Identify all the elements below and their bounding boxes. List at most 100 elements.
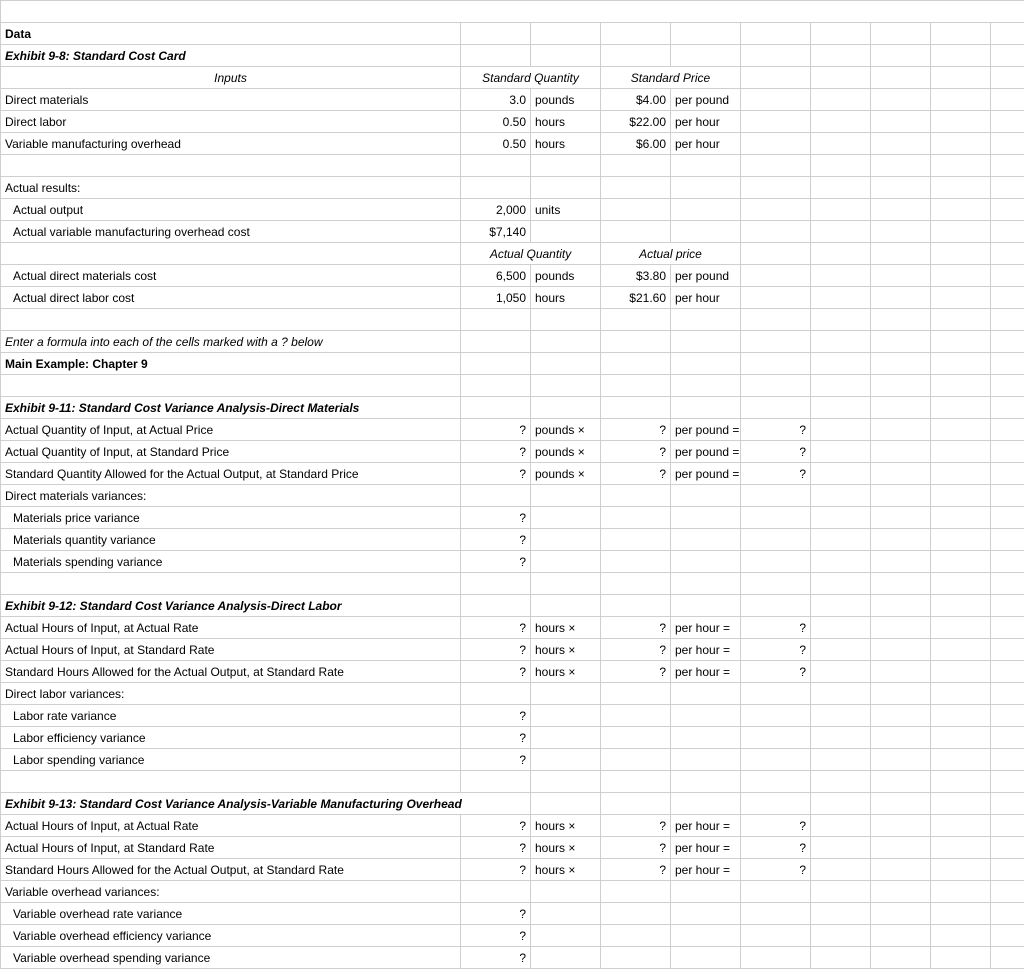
row-label: Labor efficiency variance — [1, 727, 461, 749]
row-label: Labor rate variance — [1, 705, 461, 727]
formula-cell[interactable]: ? — [601, 463, 671, 485]
row-label: Standard Hours Allowed for the Actual Ou… — [1, 661, 461, 683]
cell: per hour = — [671, 639, 741, 661]
row-label: Standard Hours Allowed for the Actual Ou… — [1, 859, 461, 881]
formula-cell[interactable]: ? — [461, 463, 531, 485]
formula-cell[interactable]: ? — [741, 837, 811, 859]
row-label: Labor spending variance — [1, 749, 461, 771]
formula-cell[interactable]: ? — [461, 507, 531, 529]
cell[interactable]: $4.00 — [601, 89, 671, 111]
formula-cell[interactable]: ? — [741, 859, 811, 881]
cell[interactable]: $6.00 — [601, 133, 671, 155]
cell: hours × — [531, 661, 601, 683]
cell[interactable]: 1,050 — [461, 287, 531, 309]
cell[interactable]: 0.50 — [461, 111, 531, 133]
formula-cell[interactable]: ? — [741, 815, 811, 837]
cell: pounds — [531, 265, 601, 287]
cell[interactable]: 6,500 — [461, 265, 531, 287]
formula-cell[interactable]: ? — [461, 859, 531, 881]
cell: per pound = — [671, 441, 741, 463]
row-label: Actual Hours of Input, at Actual Rate — [1, 617, 461, 639]
row-label: Variable overhead spending variance — [1, 947, 461, 969]
formula-cell[interactable]: ? — [741, 441, 811, 463]
formula-cell[interactable]: ? — [461, 837, 531, 859]
cell[interactable]: $22.00 — [601, 111, 671, 133]
formula-cell[interactable]: ? — [461, 947, 531, 969]
cell: per pound = — [671, 463, 741, 485]
row-label: Variable overhead rate variance — [1, 903, 461, 925]
formula-cell[interactable]: ? — [741, 617, 811, 639]
cell: pounds × — [531, 419, 601, 441]
formula-cell[interactable]: ? — [601, 617, 671, 639]
cell: hours × — [531, 617, 601, 639]
cell: per hour = — [671, 617, 741, 639]
std-price-header: Standard Price — [601, 67, 741, 89]
formula-cell[interactable]: ? — [461, 419, 531, 441]
actual-results-label: Actual results: — [1, 177, 461, 199]
cell: hours — [531, 287, 601, 309]
actual-qty-header: Actual Quantity — [461, 243, 601, 265]
formula-cell[interactable]: ? — [461, 727, 531, 749]
inputs-header: Inputs — [1, 67, 461, 89]
formula-cell[interactable]: ? — [741, 661, 811, 683]
row-label: Actual Hours of Input, at Actual Rate — [1, 815, 461, 837]
cell[interactable]: 2,000 — [461, 199, 531, 221]
exhibit-913: Exhibit 9-13: Standard Cost Variance Ana… — [1, 793, 531, 815]
cell: pounds × — [531, 441, 601, 463]
cell[interactable]: $3.80 — [601, 265, 671, 287]
formula-cell[interactable]: ? — [461, 903, 531, 925]
cell[interactable]: $21.60 — [601, 287, 671, 309]
cell: units — [531, 199, 601, 221]
cell: per hour — [671, 111, 741, 133]
var-moh-label: Variable manufacturing overhead — [1, 133, 461, 155]
formula-cell[interactable]: ? — [461, 925, 531, 947]
actual-dl-cost-label: Actual direct labor cost — [1, 287, 461, 309]
formula-cell[interactable]: ? — [461, 617, 531, 639]
formula-cell[interactable]: ? — [461, 529, 531, 551]
formula-cell[interactable]: ? — [741, 639, 811, 661]
row-label: Actual Hours of Input, at Standard Rate — [1, 837, 461, 859]
actual-price-header: Actual price — [601, 243, 741, 265]
row-label: Actual Hours of Input, at Standard Rate — [1, 639, 461, 661]
data-header: Data — [1, 23, 461, 45]
formula-cell[interactable]: ? — [601, 419, 671, 441]
cell: hours × — [531, 815, 601, 837]
row-label: Variable overhead efficiency variance — [1, 925, 461, 947]
exhibit-911: Exhibit 9-11: Standard Cost Variance Ana… — [1, 397, 461, 419]
cell: per hour = — [671, 859, 741, 881]
formula-cell[interactable]: ? — [461, 551, 531, 573]
cell[interactable]: 3.0 — [461, 89, 531, 111]
formula-cell[interactable]: ? — [461, 705, 531, 727]
cell: per hour = — [671, 815, 741, 837]
formula-cell[interactable]: ? — [601, 639, 671, 661]
cell: per hour — [671, 133, 741, 155]
formula-cell[interactable]: ? — [601, 859, 671, 881]
formula-cell[interactable]: ? — [601, 661, 671, 683]
formula-cell[interactable]: ? — [461, 749, 531, 771]
cell[interactable]: $7,140 — [461, 221, 531, 243]
cell: hours × — [531, 837, 601, 859]
cell: hours — [531, 111, 601, 133]
row-label: Materials quantity variance — [1, 529, 461, 551]
cell: per hour = — [671, 837, 741, 859]
exhibit-98: Exhibit 9-8: Standard Cost Card — [1, 45, 461, 67]
cell: per hour = — [671, 661, 741, 683]
formula-cell[interactable]: ? — [461, 661, 531, 683]
formula-cell[interactable]: ? — [601, 815, 671, 837]
cell: per pound = — [671, 419, 741, 441]
instructions-label: Enter a formula into each of the cells m… — [1, 331, 461, 353]
cell[interactable]: 0.50 — [461, 133, 531, 155]
formula-cell[interactable]: ? — [461, 815, 531, 837]
formula-cell[interactable]: ? — [741, 463, 811, 485]
std-qty-header: Standard Quantity — [461, 67, 601, 89]
actual-output-label: Actual output — [1, 199, 461, 221]
exhibit-912: Exhibit 9-12: Standard Cost Variance Ana… — [1, 595, 461, 617]
formula-cell[interactable]: ? — [741, 419, 811, 441]
formula-cell[interactable]: ? — [601, 441, 671, 463]
dl-variances-label: Direct labor variances: — [1, 683, 461, 705]
formula-cell[interactable]: ? — [461, 441, 531, 463]
formula-cell[interactable]: ? — [461, 639, 531, 661]
formula-cell[interactable]: ? — [601, 837, 671, 859]
row-label: Materials spending variance — [1, 551, 461, 573]
row-label: Standard Quantity Allowed for the Actual… — [1, 463, 461, 485]
